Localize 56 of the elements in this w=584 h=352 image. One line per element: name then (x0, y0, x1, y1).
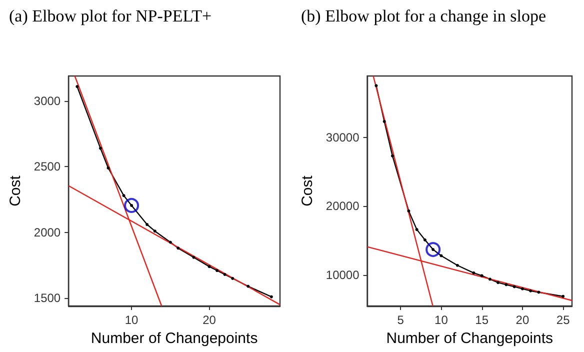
x-tick-label: 20 (516, 313, 530, 327)
point (488, 278, 492, 281)
point (512, 285, 516, 288)
point (562, 294, 565, 298)
point (440, 254, 443, 258)
x-tick-label: 20 (202, 313, 216, 327)
point (504, 283, 508, 286)
point (537, 290, 540, 294)
point (472, 271, 476, 274)
point (480, 274, 484, 278)
y-tick-label: 2500 (34, 160, 61, 174)
y-tick-label: 1500 (34, 291, 61, 306)
point (520, 287, 524, 290)
y-axis-title: Cost (299, 174, 316, 206)
x-tick-label: 15 (475, 313, 489, 327)
point (382, 120, 386, 123)
point (529, 289, 532, 292)
point (456, 264, 459, 267)
point (496, 281, 500, 284)
point (223, 272, 226, 276)
point (153, 230, 156, 233)
y-axis-title: Cost (7, 174, 24, 206)
chart-title: (a) Elbow plot for NP-PELT+ (9, 6, 212, 26)
point (423, 238, 426, 242)
point (426, 242, 441, 258)
point (76, 85, 79, 88)
x-tick-label: 10 (434, 313, 448, 327)
x-tick-label: 5 (397, 313, 404, 327)
x-tick-label: 25 (556, 313, 570, 327)
point (208, 265, 211, 268)
point (122, 194, 126, 198)
point (168, 240, 172, 244)
point (407, 209, 410, 212)
y-tick-label: 20000 (326, 199, 360, 214)
point (231, 276, 234, 280)
point (390, 154, 394, 158)
point (374, 84, 378, 88)
point (106, 166, 110, 170)
point (176, 246, 180, 250)
chart-title: (b) Elbow plot for a change in slope (301, 6, 546, 26)
point (270, 295, 273, 298)
y-tick-label: 2000 (34, 225, 61, 240)
point (246, 284, 250, 288)
y-tick-label: 30000 (326, 130, 360, 144)
point (124, 198, 140, 213)
y-tick-label: 10000 (326, 268, 360, 282)
line-series (76, 85, 273, 298)
point (432, 248, 435, 252)
point (415, 228, 418, 232)
point (192, 256, 196, 259)
y-tick-label: 3000 (34, 94, 61, 108)
point (146, 223, 149, 226)
x-axis-title: Number of Changepoints (386, 330, 554, 347)
x-tick-label: 10 (124, 313, 139, 327)
point (98, 146, 102, 150)
x-axis-title: Number of Changepoints (90, 330, 258, 347)
